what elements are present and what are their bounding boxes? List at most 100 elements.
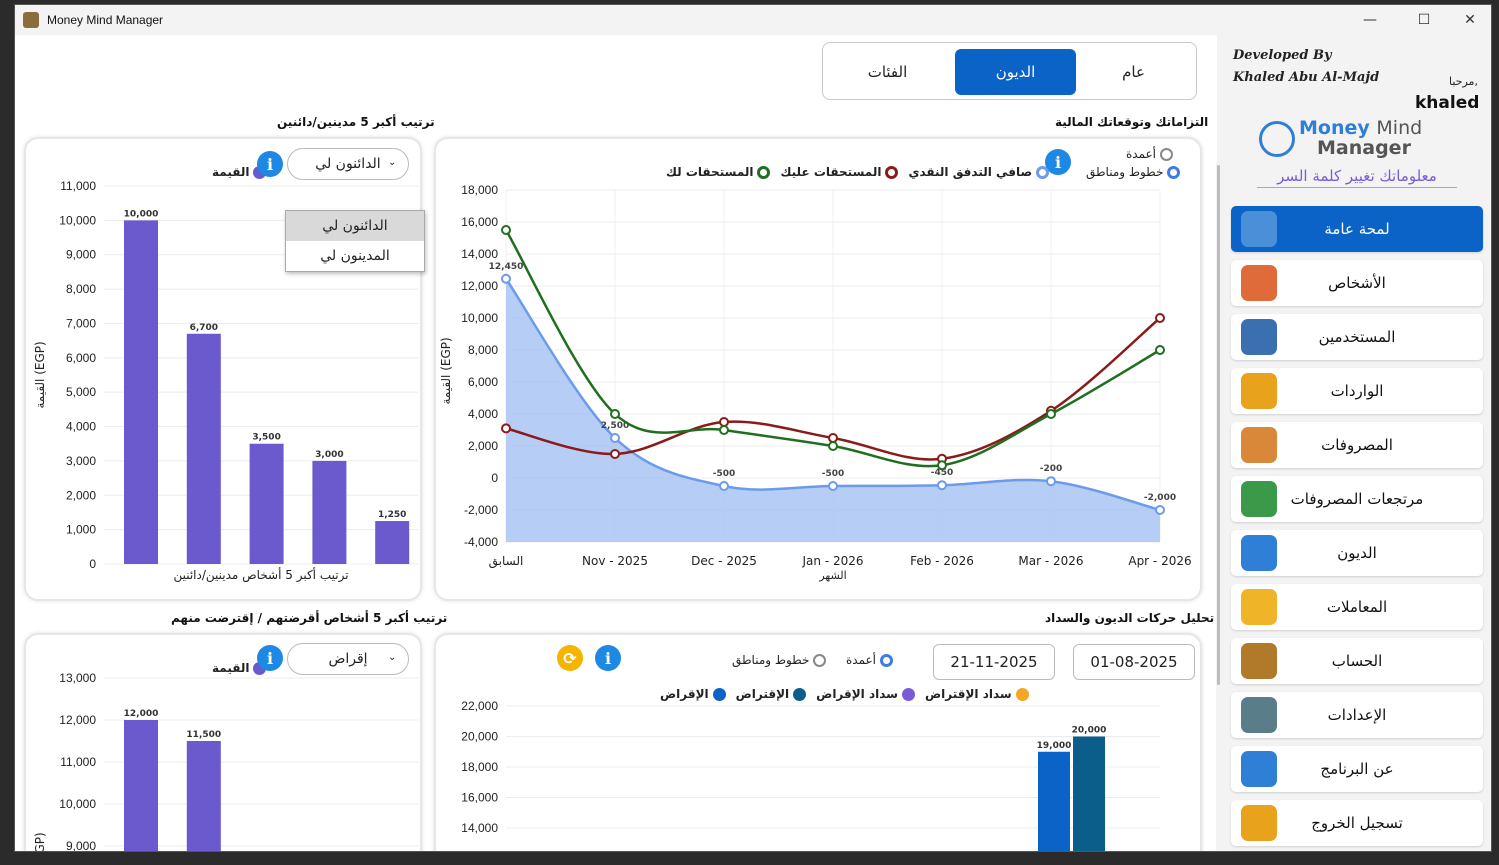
y-tick-label: 14,000 <box>461 821 498 835</box>
y-tick-label: 18,000 <box>461 183 498 197</box>
series-point <box>828 441 838 451</box>
sidebar-item-9[interactable]: الحساب <box>1231 638 1483 684</box>
bar-data-label: 6,700 <box>190 323 218 333</box>
sidebar-item-3[interactable]: المستخدمين <box>1231 314 1483 360</box>
y-tick-label: 6,000 <box>468 375 498 389</box>
info-icon[interactable]: i <box>1045 149 1071 175</box>
tab-general[interactable]: عام <box>1122 63 1145 81</box>
lines-radio[interactable]: خطوط ومناطق <box>1086 165 1181 179</box>
dropdown-option-creditors[interactable]: الدائنون لي <box>286 211 424 241</box>
bank-icon <box>1241 643 1277 679</box>
series-point <box>501 423 511 434</box>
point-data-label: 12,450 <box>489 262 524 272</box>
y-axis-label: القيمة (EGP) <box>33 341 47 408</box>
info-icon[interactable]: i <box>257 151 283 177</box>
sidebar-item-7[interactable]: الديون <box>1231 530 1483 576</box>
radio-label: أعمدة <box>846 653 877 667</box>
scrollbar-thumb[interactable] <box>1217 165 1220 685</box>
creditor-debtor-select[interactable]: الدائنون لي ⌄ <box>287 148 409 180</box>
y-tick-label: -2,000 <box>464 503 498 517</box>
y-tick-label: 11,000 <box>60 755 96 769</box>
series-area <box>506 278 1160 542</box>
point-data-label: -200 <box>1040 464 1063 474</box>
sidebar-item-5[interactable]: المصروفات <box>1231 422 1483 468</box>
title-bar: Money Mind Manager — ☐ ✕ <box>15 5 1491 35</box>
sidebar-item-1[interactable]: لمحة عامة <box>1231 206 1483 252</box>
y-tick-label: 2,000 <box>468 439 498 453</box>
point-data-label: 2,500 <box>601 421 629 431</box>
user-links[interactable]: معلوماتك تغيير كلمة السر <box>1257 167 1457 188</box>
info-icon[interactable]: i <box>595 645 621 671</box>
refresh-icon[interactable]: ⟳ <box>557 645 583 671</box>
sidebar-item-2[interactable]: الأشخاص <box>1231 260 1483 306</box>
developer-line-1: Developed By <box>1233 48 1332 63</box>
bar-data-label: 19,000 <box>1037 741 1072 751</box>
x-tick-label: السابق <box>489 554 524 569</box>
legend-item: المستحقات عليك <box>780 165 899 179</box>
users-gear-icon <box>1241 319 1277 355</box>
sidebar-item-12[interactable]: تسجيل الخروج <box>1231 800 1483 846</box>
creditor-debtor-dropdown: الدائنون لي المدينون لي <box>285 210 425 272</box>
info-icon[interactable]: i <box>257 645 283 671</box>
debt-movements-card: 14,000 16,000 18,000 20,000 22,000 19,000 20,0… <box>434 633 1202 851</box>
legend-marker <box>757 165 771 179</box>
top-debtors-title: ترتيب أكبر 5 مدينين/دائنين <box>277 115 435 129</box>
y-tick-label: 16,000 <box>461 215 498 229</box>
tab-debts[interactable]: الديون <box>955 49 1076 95</box>
bar <box>375 521 410 564</box>
date-from-field[interactable]: 01-08-2025 <box>1073 644 1195 680</box>
top-debtors-card: 0 1,000 2,000 3,000 4,000 5,000 6,000 7,000 8,00… <box>24 137 422 601</box>
date-to-field[interactable]: 21-11-2025 <box>933 644 1055 680</box>
series-point <box>719 425 729 435</box>
series-point <box>501 225 511 235</box>
tab-categories[interactable]: الفئات <box>867 63 908 81</box>
y-tick-label: 14,000 <box>461 247 498 261</box>
sidebar-item-label: المستخدمين <box>1318 328 1396 346</box>
series-point <box>1155 313 1165 323</box>
lines-radio[interactable]: خطوط ومناطق <box>732 653 827 667</box>
brand-line-2: Manager <box>1317 137 1411 159</box>
y-tick-label: 7,000 <box>66 316 96 330</box>
sidebar-item-label: عن البرنامج <box>1320 760 1394 778</box>
y-tick-label: 9,000 <box>66 248 96 262</box>
sidebar-item-8[interactable]: المعاملات <box>1231 584 1483 630</box>
sidebar-item-label: الأشخاص <box>1328 274 1386 292</box>
brand-line-1: Money Mind <box>1299 117 1422 139</box>
sidebar-item-11[interactable]: عن البرنامج <box>1231 746 1483 792</box>
series-point <box>1155 505 1165 515</box>
bars-radio[interactable]: أعمدة <box>846 653 894 667</box>
series-point <box>610 449 620 459</box>
legend-label: سداد الإقتراض <box>924 687 1012 701</box>
series-point <box>937 460 947 471</box>
legend-label: سداد الإقراض <box>816 687 898 701</box>
expenses-coins-icon <box>1241 427 1277 463</box>
lend-borrow-select[interactable]: إقراض ⌄ <box>287 643 409 675</box>
legend-label: المستحقات عليك <box>780 165 882 179</box>
y-tick-label: 3,000 <box>66 454 96 468</box>
dropdown-option-debtors[interactable]: المدينون لي <box>320 248 390 264</box>
bars-radio[interactable]: أعمدة <box>1126 147 1174 161</box>
y-tick-label: 6,000 <box>66 351 96 365</box>
y-tick-label: 4,000 <box>468 407 498 421</box>
top-lenders-chart: 9,000 10,000 11,000 12,000 13,000 12,000 11,50… <box>33 671 418 851</box>
bar <box>249 443 284 564</box>
y-tick-label: 10,000 <box>59 797 96 811</box>
sidebar-item-6[interactable]: مرتجعات المصروفات <box>1231 476 1483 522</box>
legend-item: الإقتراض <box>736 687 807 701</box>
close-button[interactable]: ✕ <box>1464 12 1476 28</box>
bar-data-label: 3,000 <box>315 450 343 460</box>
x-axis-label: الشهر <box>818 569 846 582</box>
bar-data-label: 1,250 <box>378 510 406 520</box>
sidebar-item-10[interactable]: الإعدادات <box>1231 692 1483 738</box>
obligations-card: -4,000 -2,000 0 2,000 4,000 6,000 8,000 10,000 1… <box>434 137 1202 601</box>
legend-marker <box>885 165 899 179</box>
x-tick-label: Apr - 2026 <box>1128 554 1191 568</box>
y-tick-label: 0 <box>89 557 96 571</box>
maximize-button[interactable]: ☐ <box>1417 12 1431 28</box>
minimize-button[interactable]: — <box>1363 12 1377 28</box>
bar-data-label: 11,500 <box>186 730 221 740</box>
sidebar-item-4[interactable]: الواردات <box>1231 368 1483 414</box>
legend-marker <box>1015 687 1029 701</box>
y-tick-label: 13,000 <box>59 671 96 685</box>
x-tick-label: Jan - 2026 <box>802 554 864 568</box>
